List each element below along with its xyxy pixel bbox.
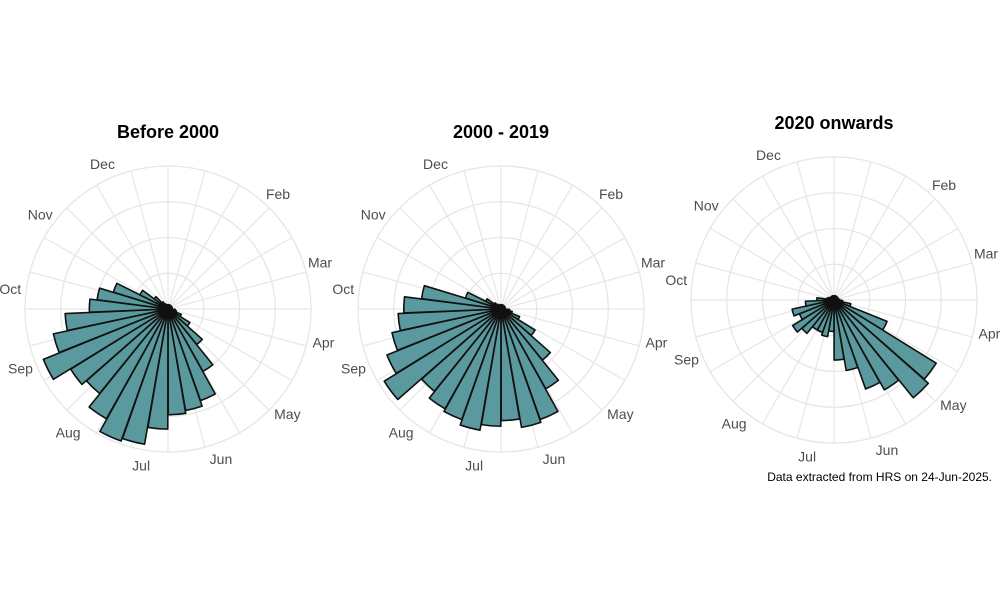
month-label-may: May <box>940 397 966 413</box>
month-label-aug: Aug <box>56 425 81 441</box>
month-label-aug: Aug <box>389 425 414 441</box>
polar-bar <box>832 294 835 301</box>
polar-bar <box>443 308 502 421</box>
polar-bar <box>791 299 835 317</box>
grid-spoke <box>500 170 539 310</box>
polar-bar <box>64 308 169 332</box>
month-label-jun: Jun <box>543 451 566 467</box>
month-label-mar: Mar <box>641 254 665 270</box>
panel-title: 2020 onwards <box>774 113 893 133</box>
grid-spoke <box>130 170 169 310</box>
month-label-dec: Dec <box>90 156 115 172</box>
grid-spoke <box>833 175 907 301</box>
grid-spoke <box>167 170 206 310</box>
polar-bar <box>397 308 502 332</box>
polar-bar <box>791 299 835 333</box>
month-label-jun: Jun <box>876 442 899 458</box>
grid-spoke <box>500 236 626 310</box>
grid-spoke <box>399 207 502 310</box>
polar-panel-2: 2000 - 2019 Dec Feb Mar Apr May Jun Jul Aug Sep Oc… <box>332 122 667 474</box>
grid-spoke <box>732 198 835 301</box>
polar-bar <box>500 308 542 429</box>
month-label-jun: Jun <box>210 451 233 467</box>
month-label-dec: Dec <box>756 147 781 163</box>
polar-bar <box>499 303 502 310</box>
month-label-jul: Jul <box>465 458 483 474</box>
grid-spoke <box>167 207 270 310</box>
polar-bar <box>166 303 169 310</box>
month-label-nov: Nov <box>361 206 386 222</box>
grid-spoke <box>500 271 640 310</box>
grid-spoke <box>167 184 241 310</box>
grid-spoke <box>66 207 169 310</box>
month-label-jul: Jul <box>798 449 816 465</box>
grid-spoke <box>500 308 640 347</box>
grid-spoke <box>500 207 603 310</box>
grid-spoke <box>167 271 307 310</box>
grid-spoke <box>463 170 502 310</box>
grid-spoke <box>833 227 959 301</box>
month-label-feb: Feb <box>599 186 623 202</box>
caption: Data extracted from HRS on 24-Jun-2025. <box>767 470 992 484</box>
month-label-apr: Apr <box>979 325 1000 341</box>
month-label-oct: Oct <box>332 281 354 297</box>
month-label-jul: Jul <box>132 458 150 474</box>
grid-spoke <box>95 184 169 310</box>
month-label-sep: Sep <box>341 360 366 376</box>
month-label-nov: Nov <box>694 197 719 213</box>
polar-bar <box>88 308 169 420</box>
grid-spoke <box>833 198 936 301</box>
month-label-feb: Feb <box>932 177 956 193</box>
grid-spoke <box>833 161 872 301</box>
month-label-feb: Feb <box>266 186 290 202</box>
grid-spoke <box>500 184 574 310</box>
polar-bar <box>804 299 835 307</box>
grid-spoke <box>833 299 973 338</box>
grid-spoke <box>167 236 293 310</box>
polar-bar <box>52 308 169 354</box>
grid-spoke <box>709 227 835 301</box>
polar-bar <box>391 308 502 352</box>
month-label-apr: Apr <box>313 334 335 350</box>
grid-spoke <box>796 161 835 301</box>
polar-bar <box>833 299 900 391</box>
polar-bar <box>402 296 502 314</box>
month-label-apr: Apr <box>646 334 668 350</box>
month-label-oct: Oct <box>665 272 687 288</box>
polar-bar <box>88 298 169 314</box>
month-label-nov: Nov <box>28 206 53 222</box>
polar-bar <box>99 308 169 442</box>
grid-spoke <box>376 236 502 310</box>
month-label-may: May <box>607 406 633 422</box>
month-label-aug: Aug <box>722 416 747 432</box>
panel-title: 2000 - 2019 <box>453 122 549 142</box>
grid-spoke <box>695 262 835 301</box>
month-label-oct: Oct <box>0 281 21 297</box>
polar-bar <box>833 299 881 390</box>
grid-spoke <box>833 262 973 301</box>
grid-spoke <box>428 184 502 310</box>
month-label-dec: Dec <box>423 156 448 172</box>
polar-bar <box>428 308 502 410</box>
month-label-may: May <box>274 406 300 422</box>
polar-bar <box>386 308 502 375</box>
polar-panel-3: 2020 onwards Dec Feb Mar Apr May Jun Jul Aug Sep O… <box>665 113 1000 465</box>
polar-bar <box>42 308 169 381</box>
polar-bar <box>833 299 845 361</box>
month-label-mar: Mar <box>308 254 332 270</box>
polar-bar <box>833 299 859 372</box>
polar-bar <box>383 308 502 401</box>
polar-bar <box>833 299 930 399</box>
grid-spoke <box>761 175 835 301</box>
month-label-sep: Sep <box>674 351 699 367</box>
panel-title: Before 2000 <box>117 122 219 142</box>
month-label-mar: Mar <box>974 245 998 261</box>
month-label-sep: Sep <box>8 360 33 376</box>
grid-spoke <box>167 308 307 347</box>
